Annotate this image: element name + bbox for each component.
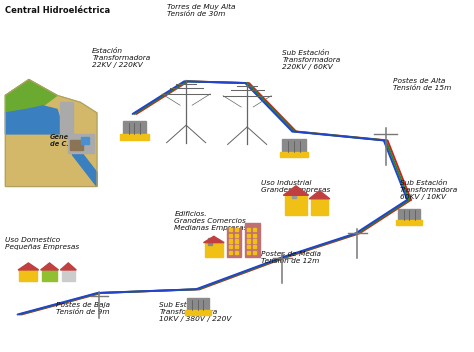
Bar: [253, 228, 256, 231]
Bar: [187, 298, 209, 310]
Bar: [396, 220, 422, 225]
Text: Torres de Muy Alta
Tensión de 30m: Torres de Muy Alta Tensión de 30m: [167, 4, 236, 17]
Bar: [280, 152, 308, 157]
Text: Postes de Baja
Tensión de 9m: Postes de Baja Tensión de 9m: [56, 302, 110, 315]
Text: Sub Estación
Transformadora
60KV / 10KV: Sub Estación Transformadora 60KV / 10KV: [400, 180, 458, 200]
Bar: [247, 251, 250, 254]
Polygon shape: [60, 102, 73, 134]
Text: Estación
Transformadora
22KV / 220KV: Estación Transformadora 22KV / 220KV: [92, 48, 150, 68]
Bar: [253, 251, 256, 254]
Bar: [62, 270, 75, 281]
Text: Central Hidroeléctrica: Central Hidroeléctrica: [5, 6, 110, 15]
Polygon shape: [5, 80, 57, 113]
Polygon shape: [203, 236, 224, 243]
Polygon shape: [309, 191, 330, 199]
Bar: [236, 245, 238, 248]
Bar: [236, 239, 238, 243]
Bar: [68, 134, 94, 153]
Text: Uso Industrial
Grandes Empresas: Uso Industrial Grandes Empresas: [261, 180, 331, 193]
Text: Edificios.
Grandes Comercios
Medianas Empresas: Edificios. Grandes Comercios Medianas Em…: [174, 211, 248, 231]
Text: Postes de Alta
Tensión de 15m: Postes de Alta Tensión de 15m: [392, 78, 451, 91]
Bar: [208, 238, 212, 245]
Bar: [247, 245, 250, 248]
Text: Postes de Media
Tensión de 12m: Postes de Media Tensión de 12m: [261, 251, 321, 264]
Bar: [185, 310, 211, 315]
Bar: [398, 209, 420, 221]
Bar: [236, 234, 238, 237]
Bar: [253, 245, 256, 248]
Bar: [229, 234, 232, 237]
Bar: [285, 195, 307, 215]
Bar: [229, 228, 232, 231]
Polygon shape: [18, 263, 39, 270]
Polygon shape: [5, 80, 97, 187]
Bar: [123, 121, 146, 135]
Bar: [236, 228, 238, 231]
Text: Sub Estación
Transformadora
220KV / 60KV: Sub Estación Transformadora 220KV / 60KV: [283, 50, 341, 70]
Bar: [70, 140, 83, 150]
Bar: [229, 245, 232, 248]
Bar: [42, 270, 57, 281]
Text: Uso Domestico
Pequeñas Empresas: Uso Domestico Pequeñas Empresas: [5, 237, 80, 250]
Bar: [229, 239, 232, 243]
Bar: [253, 234, 256, 237]
Bar: [247, 239, 250, 243]
Bar: [229, 251, 232, 254]
Bar: [81, 137, 89, 144]
Bar: [292, 188, 296, 198]
Bar: [120, 134, 148, 140]
Bar: [227, 228, 241, 257]
Bar: [253, 239, 256, 243]
Polygon shape: [283, 186, 309, 195]
Polygon shape: [5, 106, 60, 134]
Bar: [236, 251, 238, 254]
Polygon shape: [60, 263, 76, 270]
Bar: [19, 270, 37, 281]
Bar: [283, 139, 306, 152]
Bar: [247, 228, 250, 231]
Bar: [247, 234, 250, 237]
Bar: [310, 199, 328, 215]
Polygon shape: [41, 263, 58, 270]
Text: Generador
de C.A.: Generador de C.A.: [50, 134, 90, 147]
Polygon shape: [73, 141, 97, 187]
Text: Sub Estación
Transformadora
10KV / 380V / 220V: Sub Estación Transformadora 10KV / 380V …: [159, 302, 232, 322]
Bar: [205, 243, 223, 257]
Bar: [245, 223, 260, 257]
